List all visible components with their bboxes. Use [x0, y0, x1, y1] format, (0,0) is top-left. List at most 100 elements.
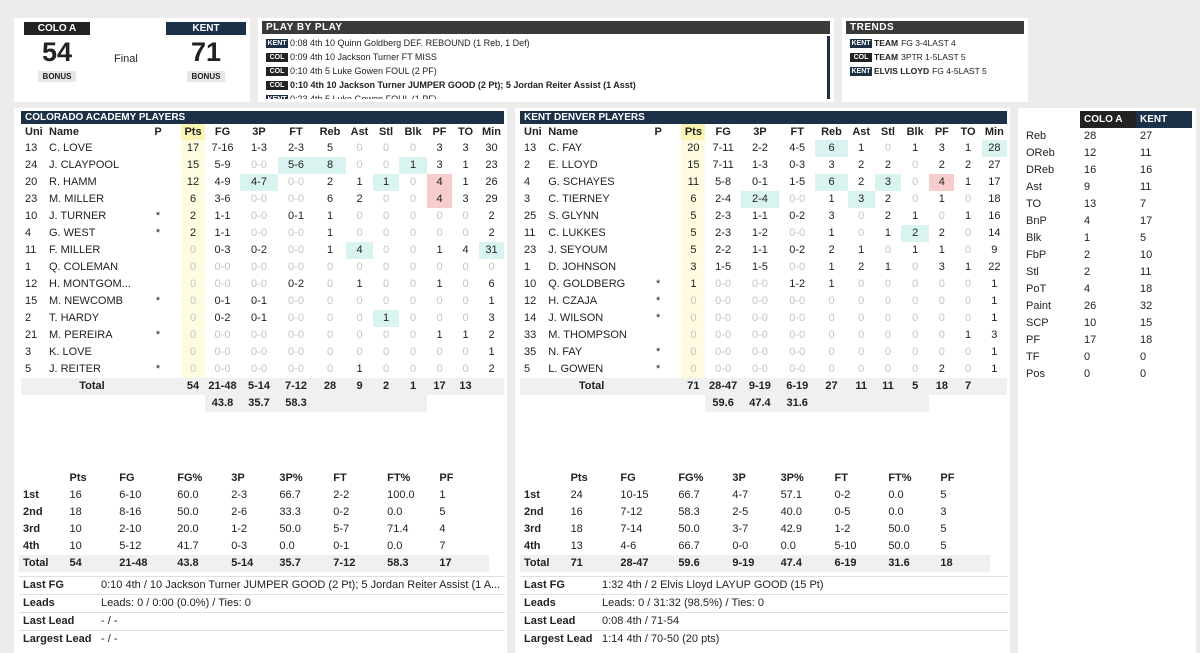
column-header[interactable]: FT	[289, 126, 303, 138]
quarter-cell: 2-10	[119, 523, 142, 535]
column-header[interactable]: 3P	[753, 126, 767, 138]
player-row[interactable]: 4 G. WEST * 2 1-1 0-0 0-0 1 0 0 0 0 0 2	[21, 225, 504, 242]
player-name[interactable]: K. LOVE	[49, 346, 92, 358]
player-row[interactable]: 33 M. THOMPSON 0 0-0 0-0 0-0 0 0 0 0 0 1 3	[520, 327, 1007, 344]
column-header[interactable]: FG	[715, 126, 731, 138]
player-row[interactable]: 13 C. LOVE 17 7-16 1-3 2-3 5 0 0 0 3 3 30	[21, 140, 504, 157]
player-row[interactable]: 10 Q. GOLDBERG * 1 0-0 0-0 1-2 1 0 0 0 0 0 1	[520, 276, 1007, 293]
player-name[interactable]: D. JOHNSON	[548, 261, 617, 273]
player-row[interactable]: 13 C. FAY 20 7-11 2-2 4-5 6 1 0 1 3 1 28	[520, 140, 1007, 157]
player-name[interactable]: M. THOMPSON	[548, 329, 627, 341]
column-header[interactable]: Stl	[378, 126, 394, 138]
column-header[interactable]: FT	[790, 126, 804, 138]
stat-cell: 2-4	[740, 191, 780, 208]
player-name[interactable]: L. GOWEN	[548, 363, 604, 375]
player-name[interactable]: G. WEST	[49, 227, 96, 239]
player-name[interactable]: J. WILSON	[548, 312, 604, 324]
quarter-header-spacer	[19, 470, 70, 487]
column-header[interactable]: Ast	[350, 126, 369, 138]
player-row[interactable]: 12 H. CZAJA * 0 0-0 0-0 0-0 0 0 0 0 0 0 1	[520, 293, 1007, 310]
player-row[interactable]: 3 K. LOVE 0 0-0 0-0 0-0 0 0 0 0 0 0 1	[21, 344, 504, 361]
column-header[interactable]: Ast	[852, 126, 871, 138]
play-by-play-list[interactable]: KENT 0:08 4th 10 Quinn Goldberg DEF. REBO…	[266, 36, 826, 99]
player-row[interactable]: 23 M. MILLER 6 3-6 0-0 0-0 6 2 0 0 4 3 29	[21, 191, 504, 208]
player-row[interactable]: 2 E. LLOYD 15 7-11 1-3 0-3 3 2 2 0 2 2 27	[520, 157, 1007, 174]
column-header[interactable]: TO	[960, 126, 976, 138]
player-name[interactable]: S. GLYNN	[548, 210, 599, 222]
player-name[interactable]: Q. COLEMAN	[49, 261, 119, 273]
quarter-row: 3rd 18 7-14 50.0 3-7 42.9 1-2 50.0 5	[520, 521, 990, 538]
stat-cell: 0	[382, 142, 390, 154]
player-name[interactable]: E. LLOYD	[548, 159, 598, 171]
stat-cell: 0-0	[288, 346, 304, 358]
player-row[interactable]: 11 F. MILLER 0 0-3 0-2 0-0 1 4 0 0 1 4 31	[21, 242, 504, 259]
player-name[interactable]: R. HAMM	[49, 176, 97, 188]
player-row[interactable]: 35 N. FAY * 0 0-0 0-0 0-0 0 0 0 0 0 0 1	[520, 344, 1007, 361]
column-header[interactable]: 3P	[252, 126, 266, 138]
player-row[interactable]: 2 T. HARDY 0 0-2 0-1 0-0 0 0 1 0 0 0 3	[21, 310, 504, 327]
player-row[interactable]: 14 J. WILSON * 0 0-0 0-0 0-0 0 0 0 0 0 0 1	[520, 310, 1007, 327]
play-by-play-scrollbar[interactable]	[827, 36, 830, 99]
player-name[interactable]: H. CZAJA	[548, 295, 598, 307]
player-name[interactable]: C. LUKKES	[548, 227, 606, 239]
column-header[interactable]: P	[654, 126, 662, 138]
column-header[interactable]: Stl	[880, 126, 895, 138]
player-row[interactable]: 21 M. PEREIRA * 0 0-0 0-0 0-0 0 0 0 0 1 1 2	[21, 327, 504, 344]
column-header[interactable]: Reb	[821, 126, 842, 138]
player-row[interactable]: 23 J. SEYOUM 5 2-2 1-1 0-2 2 1 0 1 1 0 9	[520, 242, 1007, 259]
column-header[interactable]: Uni	[524, 126, 542, 138]
column-header[interactable]: TO	[457, 126, 474, 138]
player-name[interactable]: H. MONTGOM...	[49, 278, 131, 290]
player-row[interactable]: 5 L. GOWEN * 0 0-0 0-0 0-0 0 0 0 0 2 0 1	[520, 361, 1007, 378]
column-header[interactable]: PF	[934, 126, 949, 138]
player-row[interactable]: 1 Q. COLEMAN 0 0-0 0-0 0-0 0 0 0 0 0 0 0	[21, 259, 504, 276]
player-row[interactable]: 20 R. HAMM 12 4-9 4-7 0-0 2 1 1 0 4 1 26	[21, 174, 504, 191]
player-name[interactable]: G. SCHAYES	[548, 176, 615, 188]
player-row[interactable]: 1 D. JOHNSON 3 1-5 1-5 0-0 1 2 1 0 3 1 22	[520, 259, 1007, 276]
column-header[interactable]: Name	[548, 126, 579, 138]
stat-cell: 4	[346, 242, 373, 259]
player-name[interactable]: F. MILLER	[49, 244, 101, 256]
player-name[interactable]: C. TIERNEY	[548, 193, 610, 205]
stat-cell: 0-0	[751, 346, 768, 358]
player-name[interactable]: J. REITER	[49, 363, 101, 375]
player-name[interactable]: J. CLAYPOOL	[49, 159, 120, 171]
column-header[interactable]: P	[154, 126, 162, 138]
player-name[interactable]: Q. GOLDBERG	[548, 278, 626, 290]
player-row[interactable]: 12 H. MONTGOM... 0 0-0 0-0 0-2 0 1 0 0 1 0 6	[21, 276, 504, 293]
fact-value: - / -	[101, 633, 118, 645]
player-name[interactable]: M. NEWCOMB	[49, 295, 123, 307]
column-header[interactable]: Min	[482, 126, 501, 138]
player-row[interactable]: 15 M. NEWCOMB * 0 0-1 0-1 0-0 0 0 0 0 0 0 1	[21, 293, 504, 310]
player-row[interactable]: 25 S. GLYNN 5 2-3 1-1 0-2 3 0 2 1 0 1 16	[520, 208, 1007, 225]
column-header[interactable]: Reb	[319, 126, 341, 138]
player-row[interactable]: 10 J. TURNER * 2 1-1 0-0 0-1 1 0 0 0 0 0 2	[21, 208, 504, 225]
player-name[interactable]: C. FAY	[548, 142, 583, 154]
column-header[interactable]: Blk	[404, 126, 422, 138]
column-header[interactable]: PF	[432, 126, 447, 138]
stat-cell: 1	[436, 278, 443, 290]
player-row[interactable]: 24 J. CLAYPOOL 15 5-9 0-0 5-6 8 0 0 1 3 1 23	[21, 157, 504, 174]
column-header[interactable]: Blk	[906, 126, 924, 138]
player-row[interactable]: 11 C. LUKKES 5 2-3 1-2 0-0 1 0 1 2 2 0 14	[520, 225, 1007, 242]
column-header[interactable]: FG	[214, 126, 231, 138]
column-header[interactable]: Pts	[681, 124, 706, 140]
play-by-play-panel[interactable]: PLAY BY PLAY KENT 0:08 4th 10 Quinn Goldb…	[258, 18, 834, 102]
player-name[interactable]: T. HARDY	[49, 312, 100, 324]
player-name[interactable]: C. LOVE	[49, 142, 93, 154]
stat-cell: 3	[462, 142, 469, 154]
player-row[interactable]: 3 C. TIERNEY 6 2-4 2-4 0-0 1 3 2 0 1 0 18	[520, 191, 1007, 208]
player-name[interactable]: M. MILLER	[49, 193, 105, 205]
stat-cell: 2-2	[715, 244, 732, 256]
column-header[interactable]: Pts	[181, 124, 205, 140]
column-header[interactable]: Uni	[25, 126, 43, 138]
player-name[interactable]: J. TURNER	[49, 210, 107, 222]
player-name[interactable]: N. FAY	[548, 346, 583, 358]
player-name[interactable]: M. PEREIRA	[49, 329, 113, 341]
percent-cell: 43.8	[205, 395, 240, 412]
player-row[interactable]: 5 J. REITER * 0 0-0 0-0 0-0 0 1 0 0 0 0 2	[21, 361, 504, 378]
player-name[interactable]: J. SEYOUM	[548, 244, 608, 256]
column-header[interactable]: Name	[49, 126, 79, 138]
column-header[interactable]: Min	[984, 126, 1004, 138]
player-row[interactable]: 4 G. SCHAYES 11 5-8 0-1 1-5 6 2 3 0 4 1 17	[520, 174, 1007, 191]
